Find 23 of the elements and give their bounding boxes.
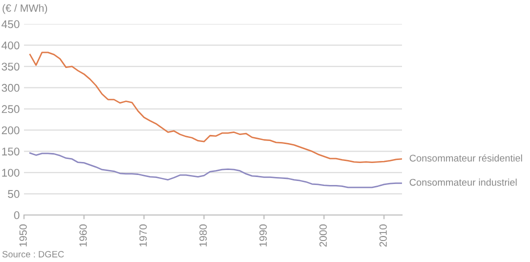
x-tick-label: 1960: [79, 224, 87, 246]
y-tick-label: 100: [2, 168, 20, 177]
line-series: [29, 152, 402, 188]
x-tick-label: 1980: [199, 224, 207, 246]
y-tick-label: 350: [2, 62, 20, 71]
line-series: [29, 52, 402, 164]
x-tick-label: 2010: [379, 224, 387, 247]
y-tick-label: 50: [8, 190, 20, 198]
x-tick-label: 1950: [19, 224, 27, 246]
y-axis-title: (€ / MWh): [2, 4, 48, 14]
y-tick-label: 200: [2, 126, 20, 134]
x-tick-label: 1970: [139, 224, 147, 246]
x-tick-label: 1990: [259, 224, 267, 246]
source-note: Source : DGEC: [2, 251, 64, 258]
y-tick-label: 0: [14, 211, 20, 220]
y-tick-label: 400: [2, 41, 20, 50]
x-tick-label: 2000: [319, 224, 327, 247]
y-tick-label: 250: [2, 105, 20, 114]
series-label: Consommateur industriel: [410, 178, 517, 186]
y-tick-label: 300: [2, 84, 20, 92]
y-tick-label: 450: [2, 20, 20, 28]
series-label: Consommateur résidentiel: [410, 154, 522, 162]
y-tick-label: 150: [2, 148, 20, 156]
